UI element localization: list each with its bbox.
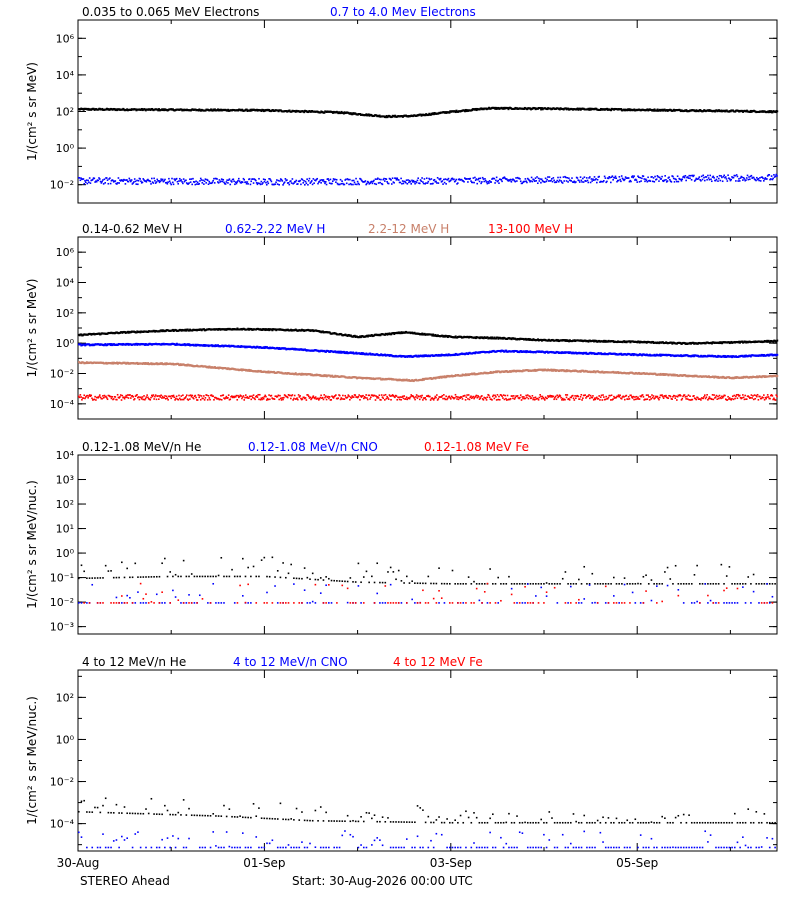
series-1-points bbox=[78, 556, 776, 585]
y-tick-label: 10⁰ bbox=[56, 733, 75, 746]
series-1-points bbox=[78, 797, 776, 824]
series-4-points bbox=[78, 393, 778, 401]
y-tick-label: 10³ bbox=[56, 474, 74, 487]
y-tick-label: 10⁻² bbox=[50, 179, 74, 192]
series-1-points bbox=[78, 106, 779, 119]
series-legend-4: 13-100 MeV H bbox=[488, 222, 573, 236]
y-tick-label: 10⁻² bbox=[50, 776, 74, 789]
y-tick-label: 10⁶ bbox=[56, 246, 75, 259]
y-tick-label: 10⁻⁴ bbox=[50, 398, 75, 411]
panel-1: 10⁻² 10⁰ 10² 10⁴ 10⁶ 1/(cm² s sr MeV) 0.035 to… bbox=[25, 5, 779, 204]
x-tick-label: 01-Sep bbox=[243, 856, 285, 870]
y-tick-label: 10⁰ bbox=[56, 337, 75, 350]
series-legend-1: 0.14-0.62 MeV H bbox=[82, 222, 182, 236]
y-tick-label: 10¹ bbox=[56, 523, 74, 536]
y-tick-label: 10⁶ bbox=[56, 32, 75, 45]
y-tick-label: 10⁻¹ bbox=[50, 572, 74, 585]
spacecraft-label: STEREO Ahead bbox=[80, 874, 170, 888]
series-legend-3: 2.2-12 MeV H bbox=[368, 222, 449, 236]
y-axis-label: 1/(cm² s sr MeV/nuc.) bbox=[25, 696, 39, 825]
series-legend-3: 4 to 12 MeV Fe bbox=[393, 655, 483, 669]
series-legend-1: 0.12-1.08 MeV/n He bbox=[82, 440, 201, 454]
start-time-label: Start: 30-Aug-2026 00:00 UTC bbox=[292, 874, 473, 888]
y-tick-label: 10² bbox=[56, 691, 74, 704]
y-tick-label: 10⁰ bbox=[56, 547, 75, 560]
series-legend-2: 0.7 to 4.0 Mev Electrons bbox=[330, 5, 476, 19]
x-tick-label: 03-Sep bbox=[430, 856, 472, 870]
series-legend-2: 0.12-1.08 MeV/n CNO bbox=[248, 440, 378, 454]
y-tick-label: 10⁴ bbox=[56, 69, 75, 82]
series-2-points bbox=[78, 342, 779, 359]
plot-frame bbox=[77, 669, 778, 852]
series-2-points bbox=[78, 173, 778, 186]
y-tick-label: 10⁻² bbox=[50, 596, 74, 609]
x-tick-label: 30-Aug bbox=[57, 856, 100, 870]
y-axis-label: 1/(cm² s sr MeV) bbox=[25, 279, 39, 378]
y-tick-label: 10⁴ bbox=[56, 277, 75, 290]
series-3-points bbox=[83, 582, 774, 604]
y-tick-label: 10² bbox=[56, 498, 74, 511]
series-legend-1: 0.035 to 0.065 MeV Electrons bbox=[82, 5, 259, 19]
series-legend-1: 4 to 12 MeV/n He bbox=[82, 655, 186, 669]
series-legend-2: 4 to 12 MeV/n CNO bbox=[233, 655, 348, 669]
y-axis-label: 1/(cm² s sr MeV/nuc.) bbox=[25, 480, 39, 609]
y-tick-label: 10⁻⁴ bbox=[50, 818, 75, 831]
y-tick-label: 10⁻² bbox=[50, 368, 74, 381]
plot-frame bbox=[77, 454, 778, 635]
panel-2: 10⁻⁴ 10⁻² 10⁰ 10² 10⁴ 10⁶ 1/(cm² s sr MeV) 0.14… bbox=[25, 222, 779, 420]
series-2-points bbox=[78, 582, 774, 604]
y-tick-label: 10² bbox=[56, 307, 74, 320]
x-tick-label: 05-Sep bbox=[616, 856, 658, 870]
y-axis-label: 1/(cm² s sr MeV) bbox=[25, 62, 39, 161]
series-legend-3: 0.12-1.08 MeV Fe bbox=[424, 440, 529, 454]
series-1-points bbox=[78, 327, 779, 345]
y-tick-label: 10⁻³ bbox=[50, 621, 74, 634]
y-tick-label: 10² bbox=[56, 106, 74, 119]
series-legend-2: 0.62-2.22 MeV H bbox=[225, 222, 325, 236]
y-tick-label: 10⁰ bbox=[56, 142, 75, 155]
y-tick-label: 10⁴ bbox=[56, 449, 75, 462]
plot-frame bbox=[77, 236, 778, 420]
series-2-points bbox=[78, 830, 776, 849]
panel-3: 10⁻³ 10⁻² 10⁻¹ 10⁰ 10¹ 10² 10³ 10⁴ 1/(cm² s sr M… bbox=[25, 440, 778, 635]
panel-4: 10⁻⁴ 10⁻² 10⁰ 10² 1/(cm² s sr MeV/nuc.) 4 to … bbox=[25, 655, 778, 870]
series-3-points bbox=[78, 361, 779, 383]
